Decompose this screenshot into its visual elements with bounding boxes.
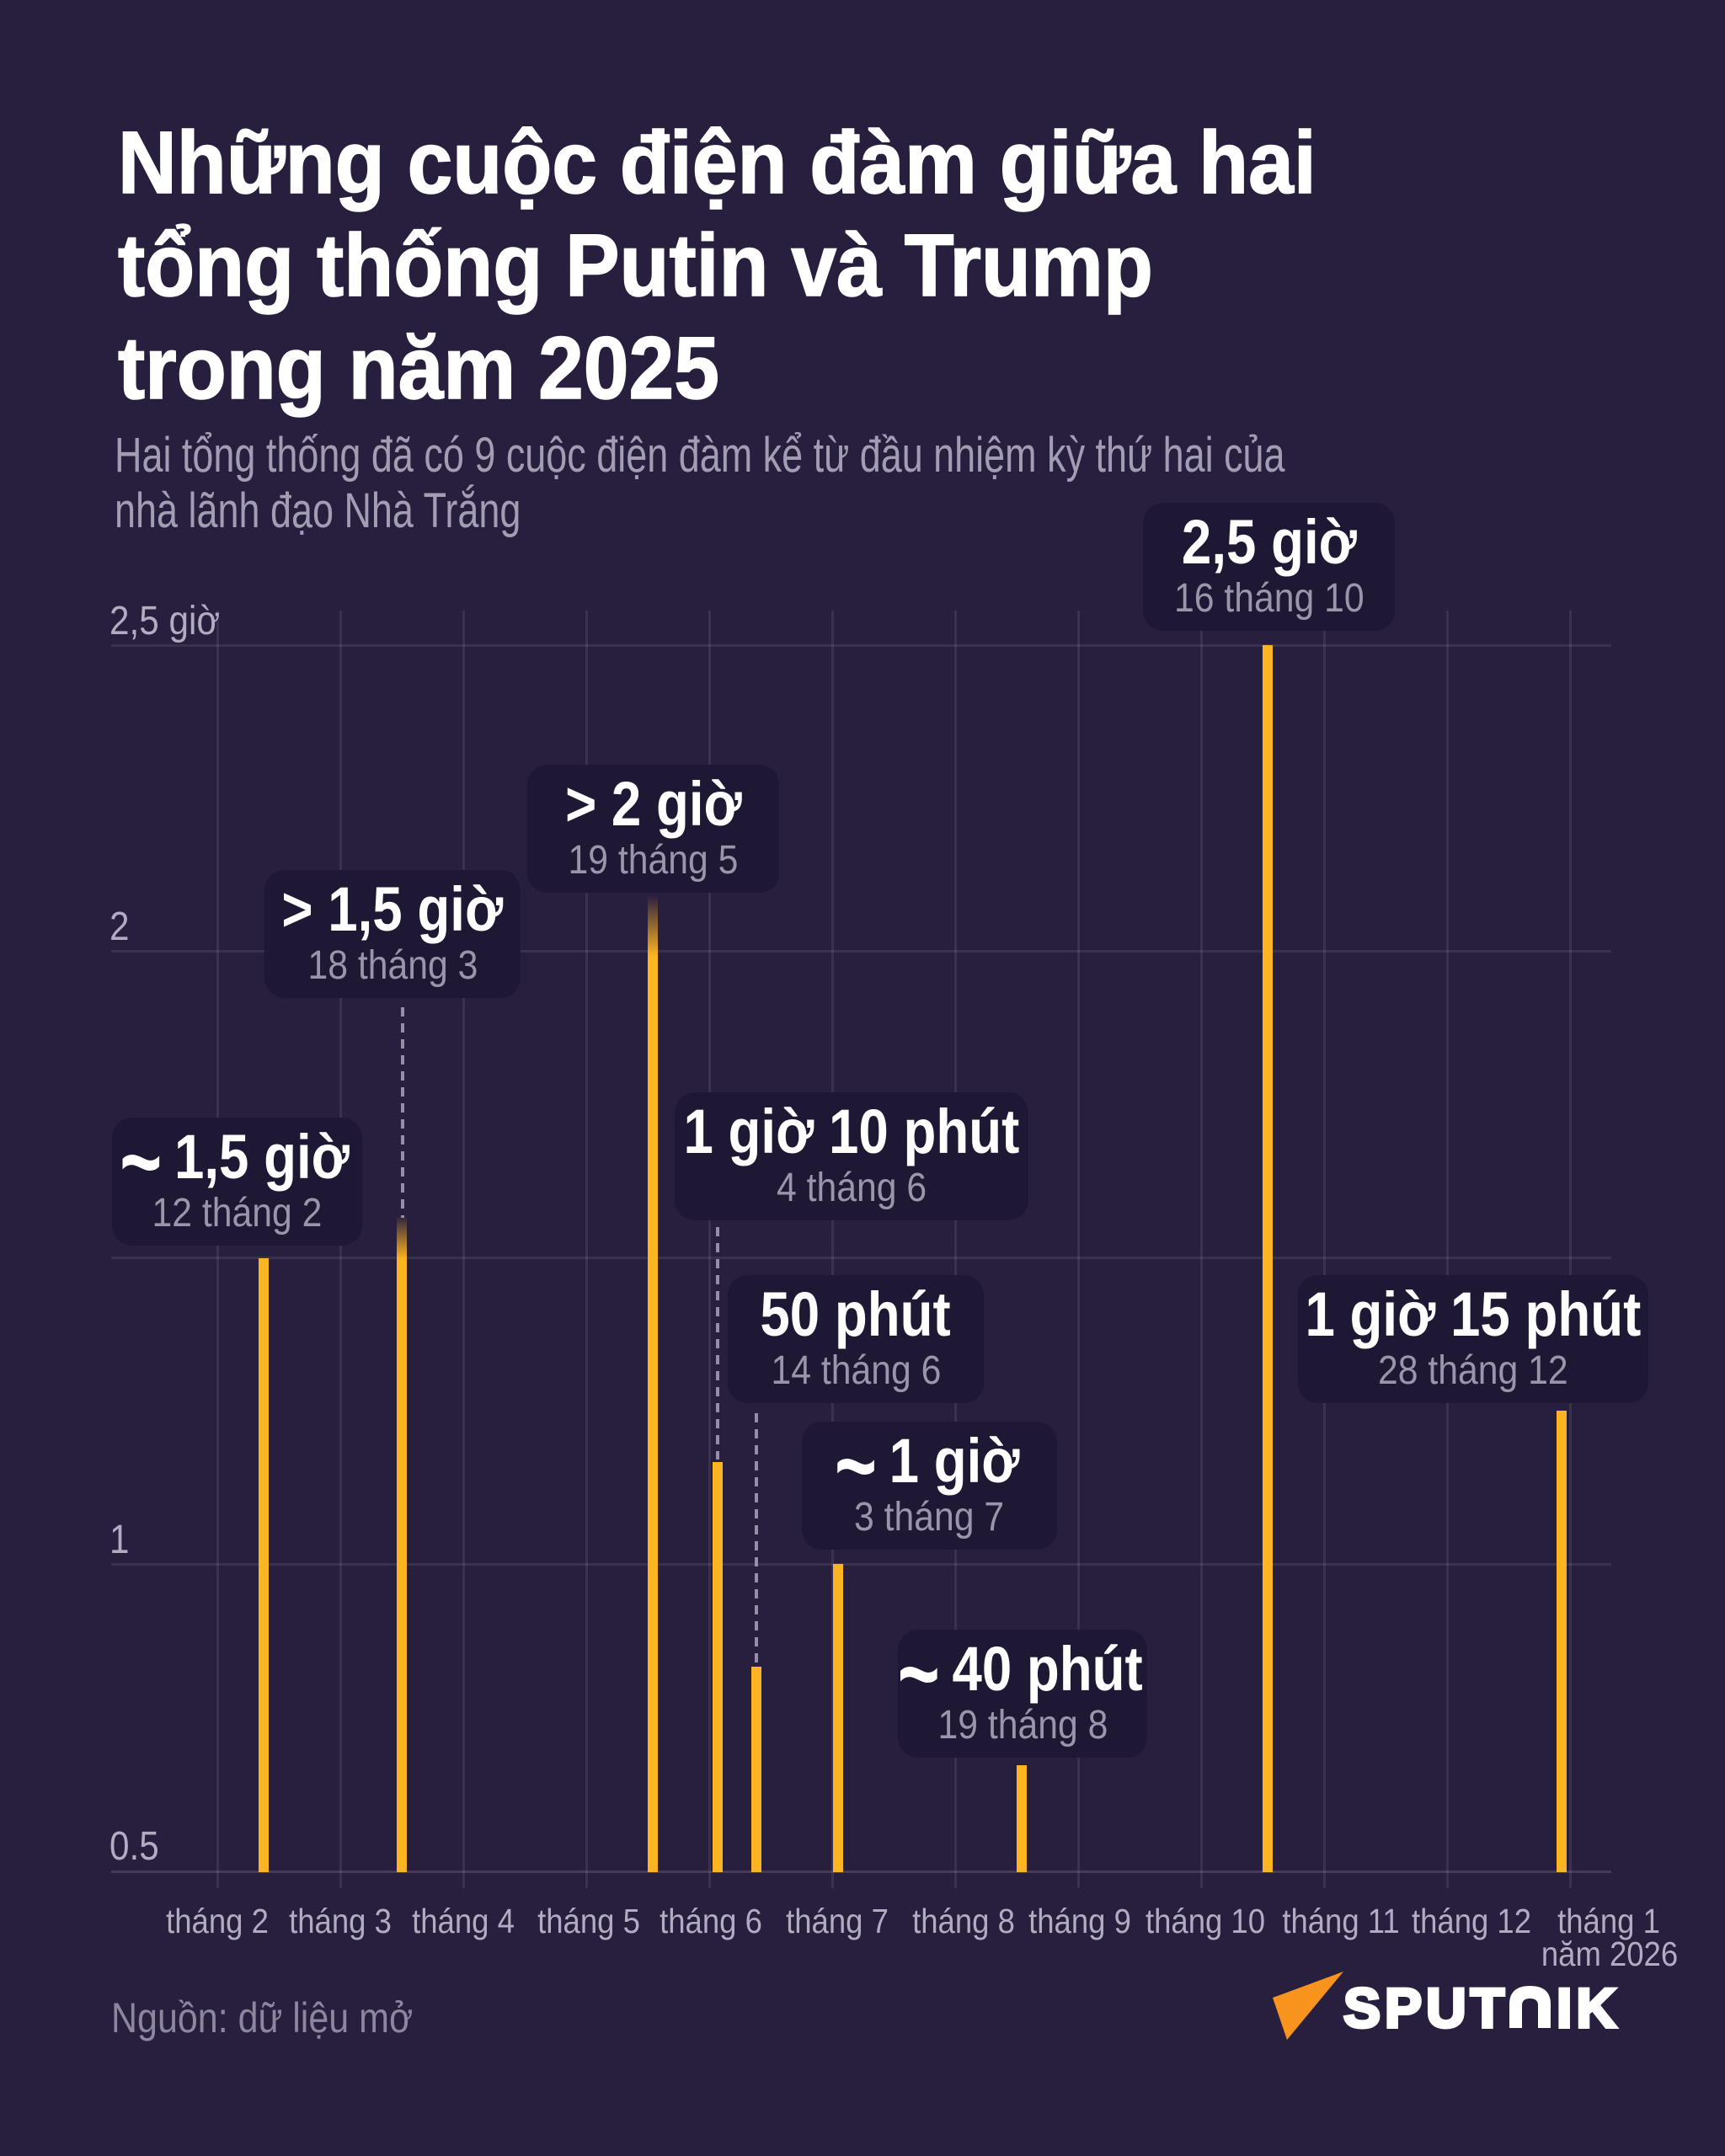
svg-text:SPUT: SPUT bbox=[1343, 1977, 1509, 2039]
svg-text:IK: IK bbox=[1557, 1977, 1621, 2039]
